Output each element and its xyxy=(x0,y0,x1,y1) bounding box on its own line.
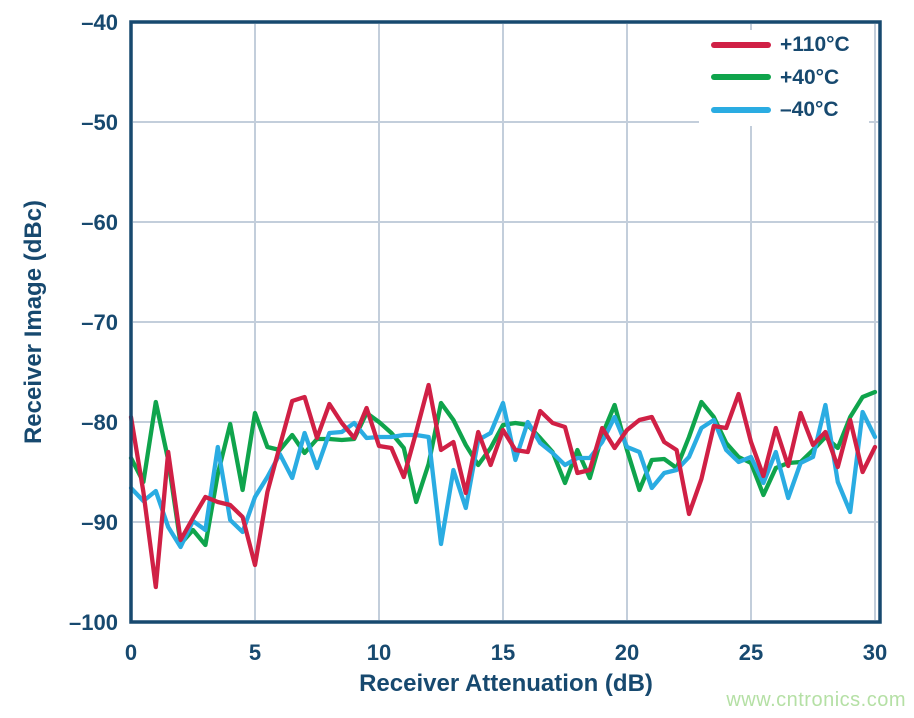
legend-item-plus110c: +110°C xyxy=(699,34,869,55)
legend-line-cyan-icon xyxy=(711,106,771,113)
x-tick-label: 10 xyxy=(366,640,392,665)
x-tick-label: 25 xyxy=(738,640,764,665)
legend-line-green-icon xyxy=(711,74,771,80)
legend-label: +40°C xyxy=(780,65,840,89)
y-tick-label: –40 xyxy=(81,10,118,35)
x-tick-label: 20 xyxy=(614,640,640,665)
y-tick-label: –90 xyxy=(81,510,118,535)
series-line-plus110c xyxy=(128,382,878,590)
y-tick-label: –70 xyxy=(81,310,118,335)
series-line-minus40c xyxy=(128,400,878,550)
y-tick-label: –50 xyxy=(81,110,118,135)
y-tick-label: –100 xyxy=(69,610,118,635)
legend-item-plus40c: +40°C xyxy=(699,67,869,88)
legend-item-minus40c: –40°C xyxy=(699,99,869,120)
series-line-plus40c xyxy=(128,389,878,548)
legend-label: –40°C xyxy=(780,98,839,121)
x-tick-label: 5 xyxy=(248,640,262,665)
x-tick-label: 15 xyxy=(490,640,516,665)
y-tick-label: –60 xyxy=(81,210,118,235)
legend-label: +110°C xyxy=(780,33,850,56)
legend: +110°C +40°C –40°C xyxy=(699,30,869,126)
watermark-text: www.cntronics.com xyxy=(726,689,906,711)
plot-frame xyxy=(129,20,882,624)
legend-line-red-icon xyxy=(711,41,771,48)
x-tick-label: 30 xyxy=(862,640,888,665)
x-axis-title: Receiver Attenuation (dB) xyxy=(359,670,653,697)
x-tick-label: 0 xyxy=(124,640,138,665)
y-tick-label: –80 xyxy=(81,410,118,435)
